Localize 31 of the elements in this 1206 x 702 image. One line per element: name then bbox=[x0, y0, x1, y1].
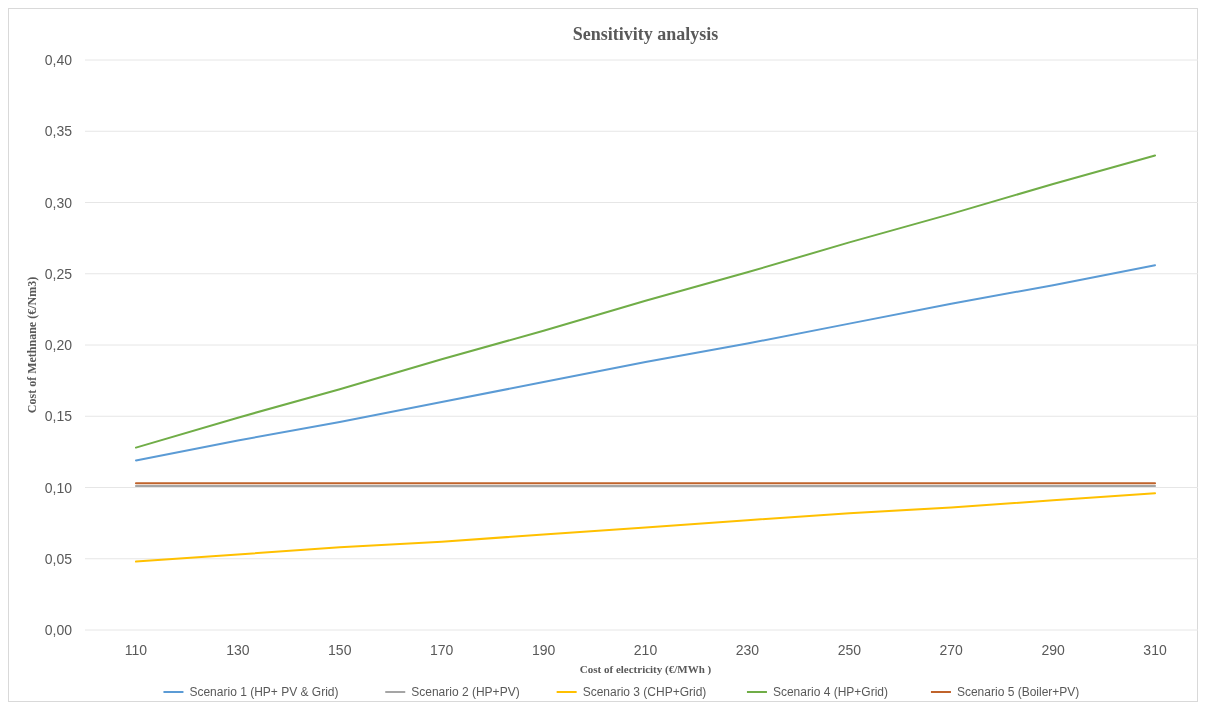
y-tick-label: 0,05 bbox=[44, 550, 73, 567]
x-tick-label: 130 bbox=[226, 642, 250, 658]
chart-title: Sensitivity analysis bbox=[572, 24, 719, 44]
y-tick-label: 0,00 bbox=[44, 622, 73, 638]
y-axis-title: Cost of Methnane (€/Nm3) bbox=[25, 276, 39, 414]
legend-label: Scenario 1 (HP+ PV & Grid) bbox=[189, 685, 339, 699]
y-tick-label: 0,15 bbox=[44, 408, 73, 425]
y-tick-label: 0,10 bbox=[44, 479, 73, 496]
x-tick-label: 250 bbox=[837, 642, 862, 658]
x-tick-label: 110 bbox=[124, 642, 148, 658]
y-tick-label: 0,20 bbox=[44, 337, 73, 353]
line-series bbox=[134, 492, 1157, 563]
y-tick-label: 0,35 bbox=[44, 123, 73, 140]
x-axis-title: Cost of electricity (€/MWh ) bbox=[579, 663, 712, 676]
x-tick-label: 170 bbox=[430, 642, 454, 658]
y-tick-label: 0,40 bbox=[44, 52, 73, 68]
legend-label: Scenario 3 (CHP+Grid) bbox=[582, 685, 707, 699]
x-tick-label: 190 bbox=[531, 642, 556, 658]
x-tick-label: 210 bbox=[633, 642, 658, 658]
legend-label: Scenario 5 (Boiler+PV) bbox=[956, 685, 1080, 699]
line-series bbox=[134, 154, 1157, 449]
x-tick-label: 150 bbox=[328, 642, 352, 658]
x-tick-label: 230 bbox=[735, 642, 760, 658]
x-tick-label: 310 bbox=[1143, 642, 1167, 658]
x-tick-label: 270 bbox=[939, 642, 964, 658]
legend-label: Scenario 2 (HP+PV) bbox=[411, 685, 520, 699]
y-tick-label: 0,25 bbox=[44, 265, 73, 282]
line-series bbox=[134, 264, 1157, 462]
y-tick-label: 0,30 bbox=[44, 194, 73, 211]
legend-label: Scenario 4 (HP+Grid) bbox=[772, 685, 888, 699]
x-tick-label: 290 bbox=[1041, 642, 1066, 658]
